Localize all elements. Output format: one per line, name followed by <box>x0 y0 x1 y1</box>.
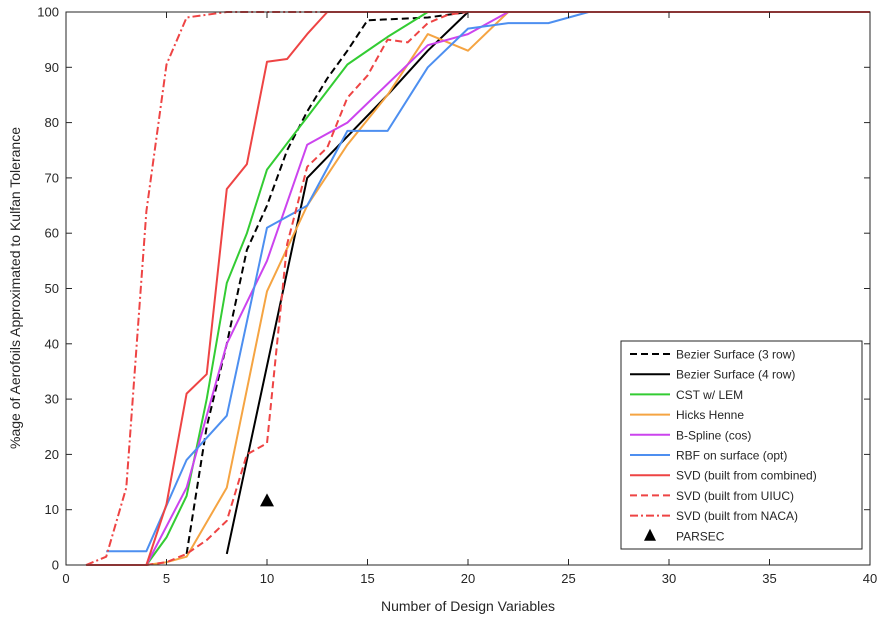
legend: Bezier Surface (3 row) Bezier Surface (4 … <box>620 340 863 550</box>
legend-label-svd-built-from-naca: SVD (built from NACA) <box>676 509 798 523</box>
x-tick-label: 10 <box>260 571 274 586</box>
x-axis-ticks: 0 5 10 15 20 25 30 35 40 <box>62 12 877 586</box>
y-tick-label: 10 <box>45 502 59 517</box>
series-line-svd-built-from-uiuc <box>146 11 870 566</box>
series-line-hicks-henne <box>146 11 870 566</box>
x-tick-label: 35 <box>762 571 776 586</box>
x-tick-label: 0 <box>62 571 69 586</box>
y-tick-label: 90 <box>45 60 59 75</box>
y-tick-label: 0 <box>52 558 59 573</box>
x-tick-label: 30 <box>662 571 676 586</box>
legend-label-rbf-on-surface-opt: RBF on surface (opt) <box>676 449 787 463</box>
legend-label-hicks-henne: Hicks Henne <box>676 408 744 422</box>
x-axis-title: Number of Design Variables <box>381 598 555 614</box>
legend-swatch-parsec <box>644 528 656 541</box>
y-tick-label: 70 <box>45 170 59 185</box>
legend-label-bezier-surface-4-row: Bezier Surface (4 row) <box>676 368 795 382</box>
y-tick-label: 60 <box>45 226 59 241</box>
series-marker-parsec <box>260 493 274 507</box>
legend-label-parsec: PARSEC <box>676 529 725 543</box>
series-line-rbf-on-surface-opt <box>106 11 870 553</box>
x-tick-label: 15 <box>360 571 374 586</box>
x-tick-label: 40 <box>863 571 877 586</box>
y-tick-label: 20 <box>45 447 59 462</box>
x-tick-label: 20 <box>461 571 475 586</box>
legend-label-svd-built-from-uiuc: SVD (built from UIUC) <box>676 489 794 503</box>
x-tick-label: 25 <box>561 571 575 586</box>
legend-label-bezier-surface-3-row: Bezier Surface (3 row) <box>676 348 795 362</box>
y-tick-label: 40 <box>45 336 59 351</box>
legend-label-b-spline-cos: B-Spline (cos) <box>676 428 751 442</box>
y-tick-label: 80 <box>45 115 59 130</box>
x-tick-label: 5 <box>163 571 170 586</box>
y-axis-title: %age of Aerofoils Approximated to Kulfan… <box>7 127 23 449</box>
y-axis-ticks: 0 10 20 30 40 50 60 70 80 90 100 <box>37 5 870 573</box>
legend-label-cst-w-lem: CST w/ LEM <box>676 388 743 402</box>
series-line-svd-built-from-naca <box>85 11 870 566</box>
legend-box <box>620 340 863 550</box>
y-tick-label: 50 <box>45 281 59 296</box>
y-tick-label: 30 <box>45 392 59 407</box>
series-line-cst-w-lem <box>145 11 870 566</box>
y-tick-label: 100 <box>37 5 59 20</box>
legend-label-svd-built-from-combined: SVD (built from combined) <box>676 469 817 483</box>
